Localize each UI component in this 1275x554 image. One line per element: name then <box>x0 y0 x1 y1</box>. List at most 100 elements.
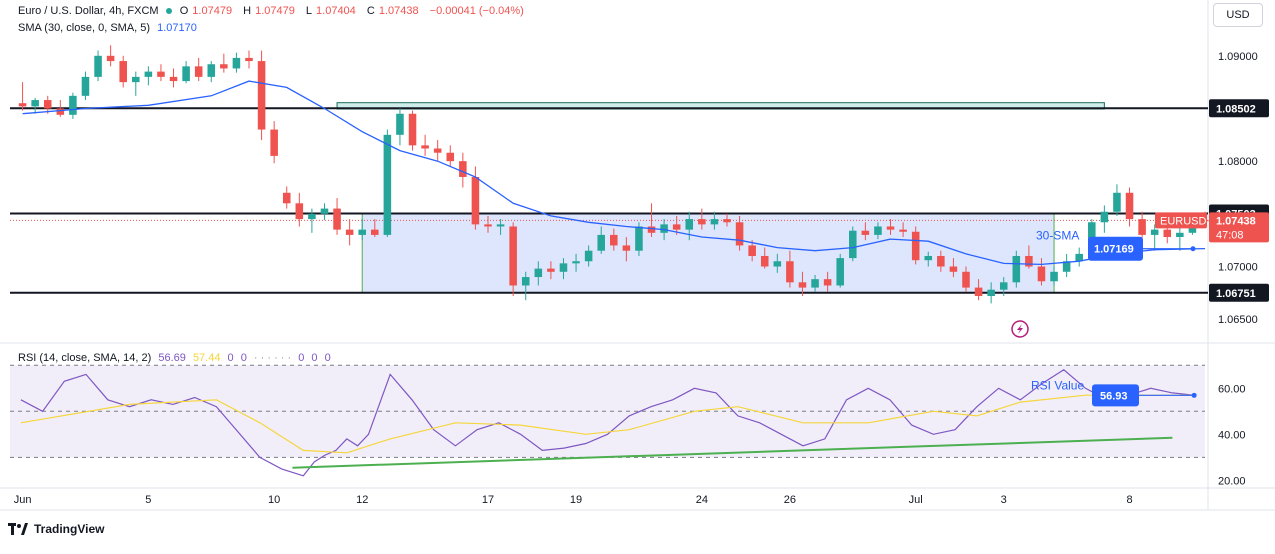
candle-body <box>937 255 945 267</box>
candle-body <box>899 229 907 232</box>
candle-body <box>144 71 153 77</box>
rsi-value: 56.69 <box>158 352 186 364</box>
candle-body <box>698 219 706 225</box>
candle-body <box>308 213 316 220</box>
candle-body <box>132 76 140 83</box>
x-tick-label: 24 <box>696 494 708 506</box>
candle-body <box>1037 266 1046 282</box>
rsi-legend[interactable]: RSI (14, close, SMA, 14, 2) 56.69 57.44 … <box>18 352 335 364</box>
candle-body <box>660 224 668 233</box>
symbol-tag-box <box>1155 212 1207 229</box>
candle-body <box>521 277 530 286</box>
candle-body <box>69 95 77 115</box>
flash-icon-bolt <box>1017 324 1023 334</box>
currency-button[interactable]: USD <box>1213 3 1263 27</box>
candle-body <box>572 261 580 264</box>
rsi-y-tick-label: 40.00 <box>1218 429 1246 441</box>
candle-body <box>911 231 920 261</box>
candle-body <box>874 226 882 235</box>
candle-body <box>106 55 115 62</box>
candle-body <box>547 268 555 272</box>
candle-body <box>182 66 190 82</box>
candle-body <box>282 192 291 204</box>
x-tick-label: Jun <box>14 494 32 506</box>
countdown-label: 47:08 <box>1216 229 1244 241</box>
candle-body <box>194 66 203 77</box>
candle-body <box>270 129 278 156</box>
candle-body <box>509 226 517 286</box>
level-label: 1.08502 <box>1216 103 1256 115</box>
candle-body <box>1163 229 1172 238</box>
symbol-tag: EURUSD <box>1160 215 1207 227</box>
market-status-dot <box>165 8 172 14</box>
y-tick-label: 1.07000 <box>1218 262 1258 274</box>
candle-body <box>987 289 995 297</box>
candle-body <box>584 250 593 262</box>
candle-body <box>1113 192 1121 212</box>
candle-body <box>1050 271 1058 282</box>
level-label: 1.06751 <box>1216 288 1256 300</box>
candle-body <box>1100 211 1109 223</box>
sma-value: 1.07170 <box>157 22 197 34</box>
candle-body <box>622 245 631 251</box>
candle-body <box>459 161 467 177</box>
rsi-extra: 0 <box>311 352 318 364</box>
last-price-label: 1.07438 <box>1216 215 1256 227</box>
candle-body <box>798 282 807 288</box>
candle-body <box>1075 253 1083 262</box>
range-box <box>361 213 1055 294</box>
candle-body <box>396 113 404 135</box>
candle-body <box>421 145 429 149</box>
ohlc-low: L 1.07404 <box>305 5 356 17</box>
candle-body <box>371 229 379 235</box>
x-tick-label: 26 <box>784 494 796 506</box>
candle-body <box>974 287 983 297</box>
rsi-marker-box <box>1092 384 1139 407</box>
ohlc-high: H 1.07479 <box>243 5 295 17</box>
rsi-extra: 0 <box>324 352 331 364</box>
rsi-extra: 0 <box>240 352 247 364</box>
rsi-y-tick-label: 60.00 <box>1218 383 1246 395</box>
candle-body <box>924 255 933 261</box>
ohlc-close: C 1.07438 <box>366 5 419 17</box>
candle-body <box>949 266 958 272</box>
sma-label: SMA (30, close, 0, SMA, 5) <box>18 22 151 34</box>
candle-body <box>119 61 127 83</box>
x-tick-label: 5 <box>145 494 151 506</box>
candle-body <box>232 57 241 69</box>
sma-marker-box <box>1088 236 1143 261</box>
candle-body <box>823 279 832 286</box>
sma-legend[interactable]: SMA (30, close, 0, SMA, 5) 1.07170 <box>18 22 201 34</box>
candle-body <box>1125 192 1134 220</box>
candle-body <box>333 208 341 230</box>
brand-name: TradingView <box>34 522 105 536</box>
y-tick-label: 1.09000 <box>1218 51 1258 63</box>
x-tick-label: 10 <box>268 494 280 506</box>
tradingview-logo-icon <box>8 523 28 535</box>
candle-body <box>1012 255 1021 283</box>
candle-body <box>672 224 681 230</box>
candle-body <box>94 55 102 77</box>
candle-body <box>81 76 90 96</box>
rsi-y-tick-label: 20.00 <box>1218 475 1246 487</box>
level-label-box <box>1209 283 1269 302</box>
rsi-trendline <box>292 436 1173 469</box>
candle-body <box>1150 229 1159 235</box>
y-tick-label: 1.06500 <box>1218 314 1258 326</box>
y-tick-label: 1.08000 <box>1218 156 1258 168</box>
candle-body <box>559 263 568 272</box>
candle-body <box>710 219 719 225</box>
candle-body <box>446 152 455 162</box>
x-tick-label: 3 <box>1001 494 1007 506</box>
candle-body <box>471 176 480 225</box>
candle-body <box>534 268 543 278</box>
candle-body <box>207 64 216 77</box>
candle-body <box>18 103 27 107</box>
tradingview-logo[interactable]: TradingView <box>8 522 104 536</box>
sma-line <box>22 80 1206 266</box>
candle-body <box>773 261 782 267</box>
rsi-line <box>20 369 1195 477</box>
candle-body <box>484 224 492 227</box>
flash-icon <box>1011 320 1029 338</box>
